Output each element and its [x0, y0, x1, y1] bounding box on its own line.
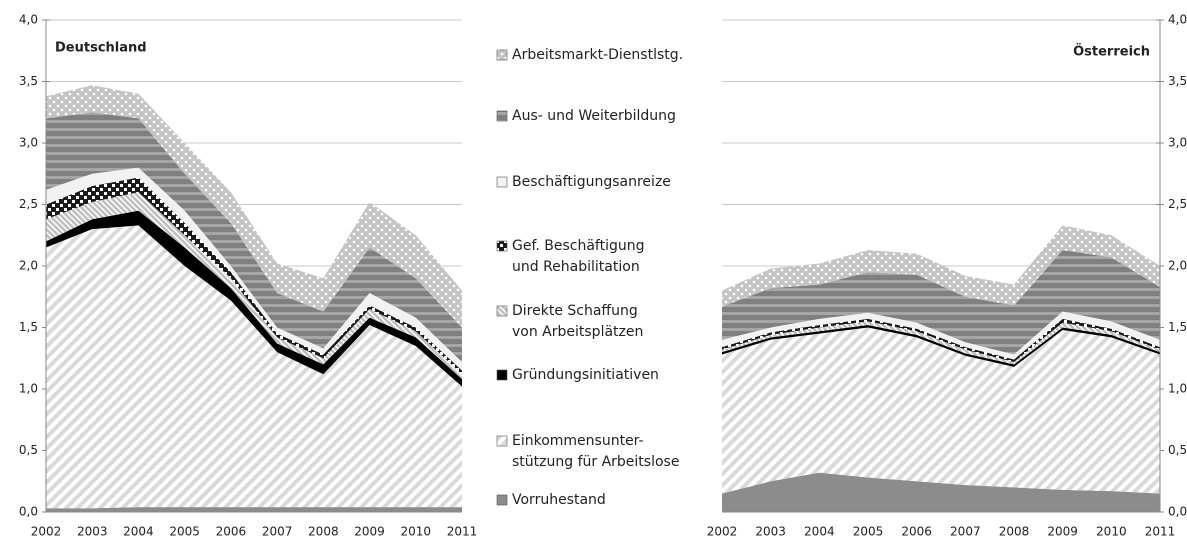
x-tick-label: 2003: [77, 525, 108, 539]
y-tick-label: 2,5: [1168, 197, 1187, 211]
area: [46, 507, 462, 512]
y-tick-label: 0,0: [1168, 505, 1187, 519]
x-tick-label: 2010: [1096, 525, 1127, 539]
y-tick-label: 2,5: [19, 197, 38, 211]
x-tick-label: 2006: [216, 525, 247, 539]
area: [722, 250, 1160, 355]
x-tick-label: 2008: [308, 525, 339, 539]
y-tick-label: 0,5: [19, 443, 38, 457]
x-tick-label: 2009: [1047, 525, 1078, 539]
y-tick-label: 1,5: [19, 320, 38, 334]
legend-label: Gründungsinitiativen: [512, 367, 659, 383]
legend-swatch: [496, 369, 508, 381]
x-tick-label: 2007: [950, 525, 981, 539]
area: [46, 112, 462, 362]
y-tick-label: 1,0: [19, 382, 38, 396]
y-tick-label: 1,0: [1168, 382, 1187, 396]
x-tick-label: 2010: [401, 525, 432, 539]
legend-label: Gef. Beschäftigung und Rehabilitation: [512, 238, 645, 275]
area: [46, 85, 462, 328]
legend-label: Vorruhestand: [512, 492, 606, 508]
area: [722, 327, 1160, 494]
legend-swatch: [496, 110, 508, 122]
y-tick-label: 3,0: [19, 136, 38, 150]
x-tick-label: 2007: [262, 525, 293, 539]
legend-swatch: [496, 494, 508, 506]
x-tick-label: 2004: [123, 525, 154, 539]
x-tick-label: 2006: [901, 525, 932, 539]
legend-swatch: [496, 240, 508, 252]
legend-label: Arbeitsmarkt-Dienstlstg.: [512, 47, 683, 63]
area: [722, 472, 1160, 512]
area: [46, 225, 462, 509]
y-tick-label: 4,0: [1168, 13, 1187, 27]
area: [722, 325, 1160, 367]
y-tick-label: 3,5: [19, 74, 38, 88]
y-tick-label: 0,0: [19, 505, 38, 519]
legend-label: Einkommensunter-stützung für Arbeitslose: [512, 433, 679, 470]
legend-label: Beschäftigungsanreize: [512, 174, 671, 190]
x-tick-label: 2002: [31, 525, 62, 539]
y-tick-label: 1,5: [1168, 320, 1187, 334]
legend-swatch: [496, 49, 508, 61]
area: [722, 318, 1160, 362]
y-tick-label: 2,0: [19, 259, 38, 273]
legend-label: Aus- und Weiterbildung: [512, 108, 676, 124]
chart-title: Österreich: [1073, 44, 1150, 60]
x-tick-label: 2005: [853, 525, 884, 539]
x-tick-label: 2005: [169, 525, 200, 539]
x-tick-label: 2008: [999, 525, 1030, 539]
x-tick-label: 2009: [354, 525, 385, 539]
x-tick-label: 2011: [447, 525, 478, 539]
legend-swatch: [496, 435, 508, 447]
x-tick-label: 2002: [707, 525, 738, 539]
legend-label: Direkte Schaffung von Arbeitsplätzen: [512, 303, 643, 340]
area: [722, 321, 1160, 365]
y-tick-label: 2,0: [1168, 259, 1187, 273]
x-tick-label: 2004: [804, 525, 835, 539]
chart-title: Deutschland: [55, 41, 147, 56]
y-tick-label: 0,5: [1168, 443, 1187, 457]
area: [46, 177, 462, 375]
area: [722, 311, 1160, 360]
legend-swatch: [496, 305, 508, 317]
y-tick-label: 3,0: [1168, 136, 1187, 150]
area: [46, 192, 462, 380]
area: [46, 210, 462, 387]
y-tick-label: 3,5: [1168, 74, 1187, 88]
x-tick-label: 2011: [1145, 525, 1176, 539]
x-tick-label: 2003: [755, 525, 786, 539]
y-tick-label: 4,0: [19, 13, 38, 27]
legend-swatch: [496, 176, 508, 188]
area: [722, 225, 1160, 307]
